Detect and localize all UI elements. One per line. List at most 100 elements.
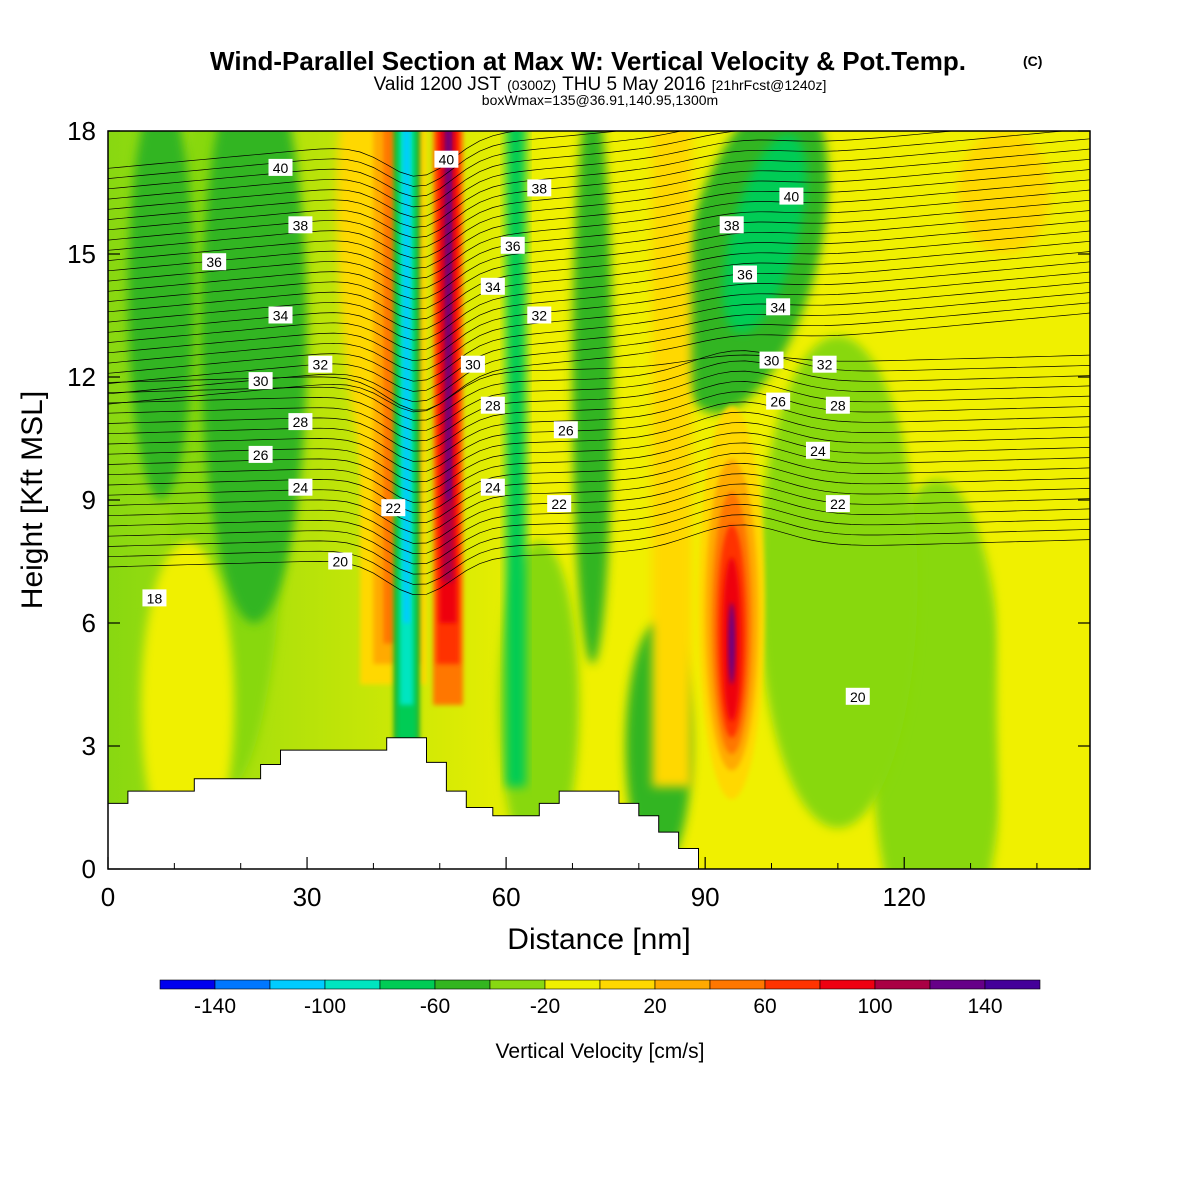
theta-contour-label: 32 — [308, 355, 333, 373]
colorbar-swatch — [324, 979, 381, 990]
theta-contour-line — [108, 452, 1090, 524]
x-tick-label: 90 — [691, 882, 720, 912]
subtitle-date: THU 5 May 2016 — [562, 74, 706, 95]
theta-contour-label: 38 — [719, 216, 744, 234]
contour-label-text: 26 — [558, 422, 574, 438]
contour-label-text: 40 — [439, 152, 455, 168]
velocity-column — [403, 131, 410, 623]
theta-contour-label: 20 — [845, 687, 870, 705]
colorbar-swatch — [874, 979, 931, 990]
contour-label-text: 32 — [531, 308, 547, 324]
theta-contour-label: 26 — [766, 392, 791, 410]
y-tick-label: 18 — [67, 116, 96, 146]
colorbar-tick-label: 60 — [753, 995, 776, 1018]
contour-label-text: 36 — [505, 238, 521, 254]
contour-label-text: 20 — [332, 554, 348, 570]
colorbar-tick-label: -20 — [530, 995, 560, 1018]
theta-contour-label: 20 — [328, 552, 353, 570]
contour-label-box — [480, 396, 505, 414]
contour-label-text: 22 — [830, 496, 846, 512]
contour-label-text: 36 — [206, 254, 222, 270]
contour-label-box — [527, 306, 552, 324]
theta-contour-line — [108, 483, 1090, 554]
colorbar-swatch — [434, 979, 491, 990]
theta-contour-label: 32 — [527, 306, 552, 324]
velocity-cell — [728, 602, 736, 685]
contour-label-box — [547, 495, 572, 513]
theta-contour-line — [108, 360, 1090, 431]
colorbar-swatch — [489, 979, 546, 990]
theta-contour-label: 34 — [766, 298, 791, 316]
colorbar-swatch — [379, 979, 436, 990]
contour-label-text: 24 — [485, 480, 501, 496]
contour-labels: 18 20 20 22 22 22 24 24 24 26 26 26 28 28 28 30 30 30 32 32… — [142, 150, 870, 705]
theta-contour-label: 24 — [805, 441, 830, 459]
theta-contour-line — [108, 138, 1090, 239]
x-tick-label: 0 — [101, 882, 115, 912]
colorbar-label: Vertical Velocity [cm/s] — [496, 1040, 705, 1063]
theta-contour-line — [108, 514, 1090, 585]
theta-contour-line — [108, 391, 1090, 462]
contour-label-box — [719, 216, 744, 234]
contour-label-text: 26 — [253, 447, 269, 463]
contour-label-box — [766, 392, 791, 410]
theta-contour-line — [108, 251, 1090, 351]
x-tick-label: 30 — [293, 882, 322, 912]
y-tick-label: 6 — [82, 608, 96, 638]
theta-contour-line — [108, 179, 1090, 280]
chart-info-line: boxWmax=135@36.91,140.95,1300m — [482, 92, 718, 108]
colorbar-tick-label: 100 — [857, 995, 892, 1018]
theta-contour-label: 24 — [288, 478, 313, 496]
theta-contour-line — [108, 131, 830, 208]
contour-label-box — [779, 187, 804, 205]
contour-label-box — [812, 355, 837, 373]
contour-label-text: 22 — [386, 500, 402, 516]
contour-label-box — [759, 351, 784, 369]
theta-contour-label: 40 — [434, 150, 459, 168]
contour-label-text: 22 — [551, 496, 567, 512]
theta-contour-line — [108, 524, 1090, 595]
theta-contour-line — [108, 401, 1090, 472]
theta-contour-line — [108, 504, 1090, 575]
colorbar-tick-label: 140 — [967, 995, 1002, 1018]
theta-contour-line — [108, 281, 1090, 382]
colorbar-swatch — [599, 979, 656, 990]
contour-label-box — [500, 236, 525, 254]
contour-label-box — [480, 277, 505, 295]
contour-label-text: 30 — [465, 357, 481, 373]
contour-label-text: 26 — [770, 394, 786, 410]
subtitle-forecast: [21hrFcst@1240z] — [712, 77, 827, 93]
contour-label-text: 32 — [313, 357, 329, 373]
colorbar-tick-label: -60 — [420, 995, 450, 1018]
theta-contour-label: 24 — [480, 478, 505, 496]
theta-contour-label: 36 — [732, 265, 757, 283]
contour-label-box — [288, 216, 313, 234]
terrain — [108, 737, 1090, 869]
theta-contour-label: 22 — [381, 499, 406, 517]
contour-label-text: 40 — [273, 160, 289, 176]
theta-contour-label: 40 — [779, 187, 804, 205]
velocity-cell — [957, 131, 1051, 254]
contour-label-text: 34 — [485, 279, 501, 295]
contour-label-box — [434, 150, 459, 168]
theta-contour-line — [108, 261, 1090, 362]
contour-label-box — [268, 158, 293, 176]
colorbar-tick-label: -140 — [194, 995, 236, 1018]
contour-label-box — [845, 687, 870, 705]
contour-label-text: 20 — [850, 689, 866, 705]
contour-label-text: 18 — [147, 590, 163, 606]
contour-label-text: 36 — [737, 267, 753, 283]
contour-label-text: 24 — [293, 480, 309, 496]
contour-label-box — [142, 589, 167, 607]
theta-contour-line — [108, 432, 1090, 503]
contour-label-text: 24 — [810, 443, 826, 459]
theta-contour-line — [108, 220, 1090, 321]
theta-contour-label: 30 — [248, 372, 273, 390]
contour-label-box — [268, 306, 293, 324]
theta-contours — [108, 131, 1090, 595]
theta-contour-label: 40 — [268, 158, 293, 176]
y-tick-label: 3 — [82, 731, 96, 761]
theta-contour-line — [108, 292, 1090, 392]
theta-contour-label: 28 — [288, 413, 313, 431]
contour-label-box — [381, 499, 406, 517]
